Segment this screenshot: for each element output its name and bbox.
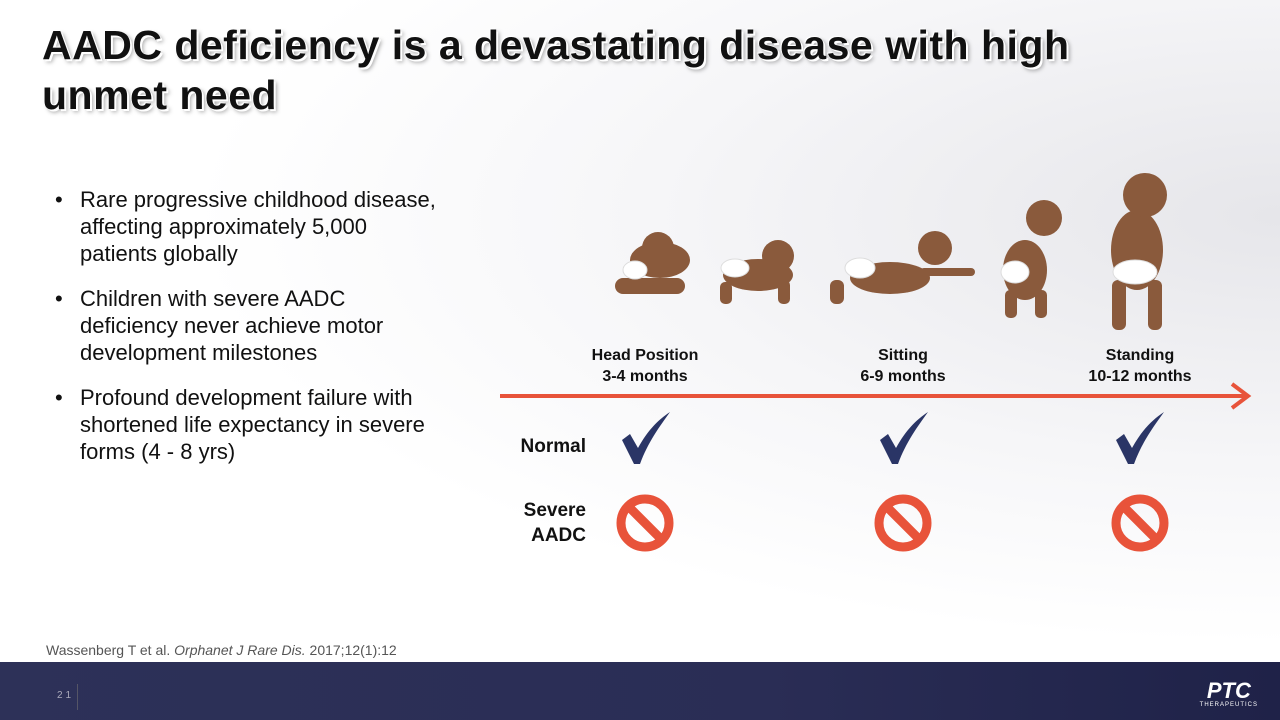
milestone: Head Position 3-4 months	[555, 345, 735, 387]
logo-sub: THERAPEUTICS	[1199, 702, 1258, 708]
milestone-age: 3-4 months	[602, 368, 688, 385]
milestone-name: Head Position	[591, 347, 699, 364]
citation-ref: 2017;12(1):12	[309, 642, 397, 658]
milestone: Sitting 6-9 months	[813, 345, 993, 387]
check-icons	[622, 412, 1164, 464]
bullet-list: Rare progressive childhood disease, affe…	[55, 186, 445, 483]
no-icons	[616, 494, 1169, 552]
milestone-age: 6-9 months	[860, 368, 946, 385]
timeline-arrow	[500, 382, 1252, 410]
baby-illustrations	[615, 173, 1167, 330]
bullet: Rare progressive childhood disease, affe…	[55, 186, 445, 267]
milestone: Standing 10-12 months	[1050, 345, 1230, 387]
milestone-age: 10-12 months	[1088, 368, 1192, 385]
citation-journal: Orphanet J Rare Dis.	[174, 642, 306, 658]
bullet: Profound development failure with shorte…	[55, 384, 445, 465]
row-label: Severe AADC	[523, 500, 586, 546]
logo-name: PTC	[1206, 678, 1251, 703]
bullet: Children with severe AADC deficiency nev…	[55, 285, 445, 366]
citation: Wassenberg T et al. Orphanet J Rare Dis.…	[46, 642, 397, 658]
title: AADC deficiency is a devastating disease…	[42, 22, 1070, 118]
milestone-graphic	[500, 173, 1252, 552]
logo: PTC THERAPEUTICS	[1199, 678, 1258, 709]
milestone-name: Standing	[1105, 347, 1175, 364]
footer-band	[0, 662, 1280, 720]
citation-authors: Wassenberg T et al.	[46, 642, 171, 658]
divider	[77, 684, 78, 710]
page-number: 21	[57, 690, 75, 701]
row-label: Normal	[520, 436, 586, 457]
milestone-name: Sitting	[878, 347, 928, 364]
